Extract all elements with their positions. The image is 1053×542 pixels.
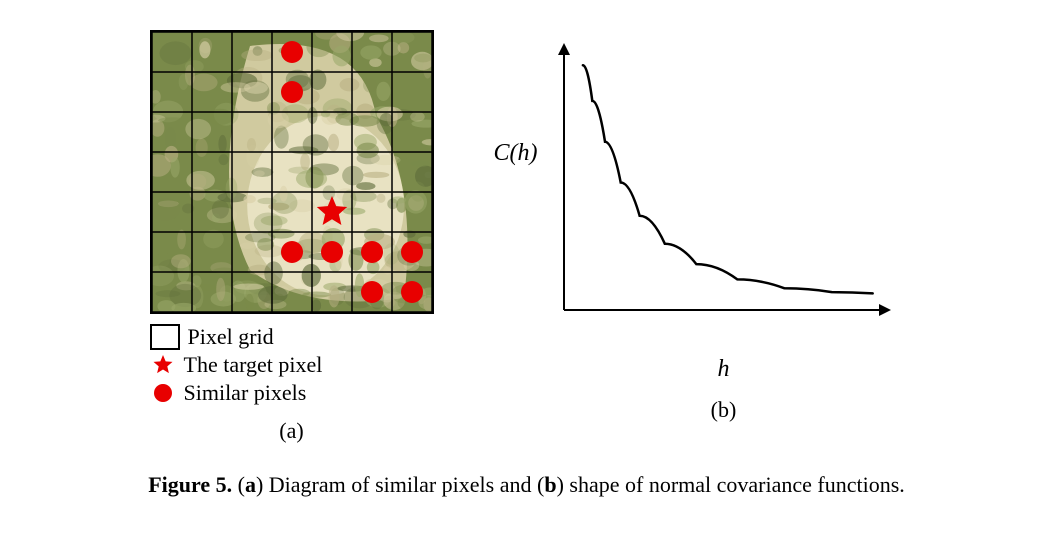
star-icon xyxy=(150,354,176,376)
caption-a-text: Diagram of similar pixels and xyxy=(269,472,532,497)
panel-a-sublabel: (a) xyxy=(279,418,303,444)
caption-a-label: a xyxy=(245,472,256,497)
legend: Pixel grid The target pixel Similar pixe… xyxy=(150,322,323,408)
legend-label-target: The target pixel xyxy=(184,352,323,378)
legend-row-similar: Similar pixels xyxy=(150,380,323,406)
legend-row-target: The target pixel xyxy=(150,352,323,378)
covariance-chart-svg xyxy=(544,30,904,350)
panel-b-sublabel: (b) xyxy=(544,397,904,423)
figure-row: Pixel grid The target pixel Similar pixe… xyxy=(0,0,1053,444)
figure-page: Pixel grid The target pixel Similar pixe… xyxy=(0,0,1053,542)
panel-a: Pixel grid The target pixel Similar pixe… xyxy=(150,30,434,444)
covariance-chart xyxy=(544,30,904,350)
legend-label-grid: Pixel grid xyxy=(188,324,274,350)
x-axis-label: h xyxy=(544,356,904,383)
panel-b: C(h) h (b) xyxy=(494,30,904,423)
legend-label-similar: Similar pixels xyxy=(184,380,307,406)
caption-b-text: shape of normal covariance functions. xyxy=(569,472,904,497)
caption-prefix: Figure 5. xyxy=(148,472,232,497)
pixel-grid-svg xyxy=(152,32,432,312)
y-axis-label: C(h) xyxy=(494,140,538,167)
figure-caption: Figure 5. (a) Diagram of similar pixels … xyxy=(0,472,1053,498)
pixel-grid-image xyxy=(150,30,434,314)
legend-row-grid: Pixel grid xyxy=(150,324,323,350)
circle-icon xyxy=(150,382,176,404)
caption-b-label: b xyxy=(544,472,556,497)
square-outline-icon xyxy=(150,324,180,350)
